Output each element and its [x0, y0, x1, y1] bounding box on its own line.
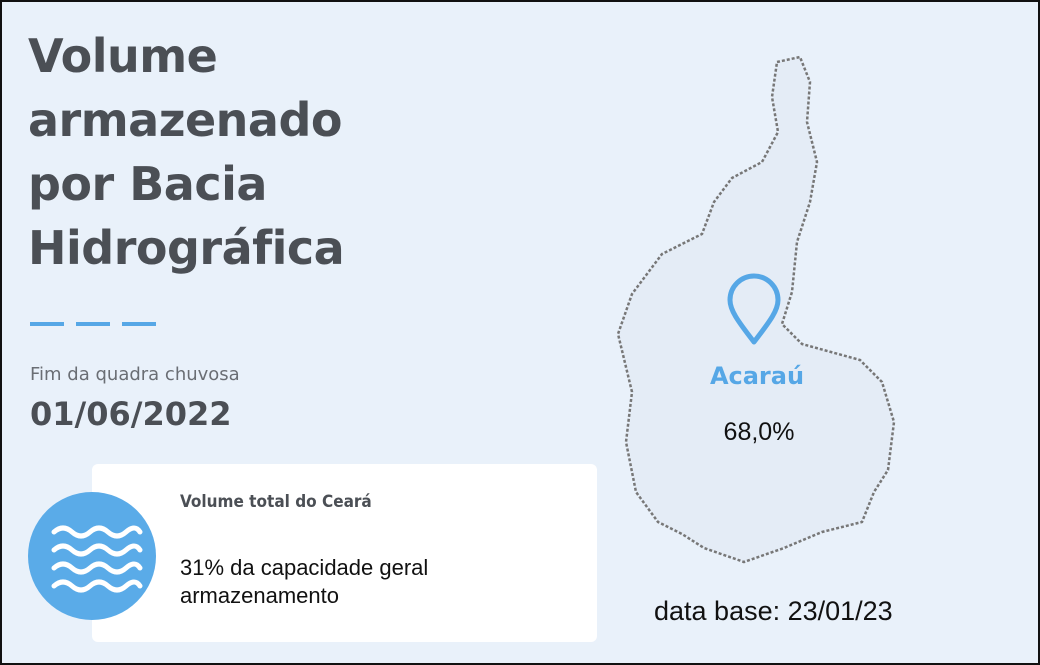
subtitle: Fim da quadra chuvosa	[30, 364, 240, 385]
region-label: Acaraú	[709, 362, 805, 390]
date: 01/06/2022	[30, 395, 232, 433]
title-line: Hidrográfica	[28, 221, 345, 275]
title-line: Volume	[28, 29, 218, 83]
title: Volume armazenado por Bacia Hidrográfica	[28, 24, 345, 280]
title-line: armazenado	[28, 93, 343, 147]
base-date: data base: 23/01/23	[654, 596, 893, 626]
card-title: Volume total do Ceará	[180, 492, 372, 512]
water-icon	[28, 492, 156, 620]
summary-card: Volume total do Ceará 31% da capacidade …	[92, 464, 597, 642]
card-text-line: 31% da capacidade geral	[180, 555, 429, 580]
card-text: 31% da capacidade geral armazenamento	[180, 554, 428, 610]
region-value: 68,0%	[723, 418, 795, 446]
divider	[30, 322, 156, 326]
title-line: por Bacia	[28, 157, 267, 211]
card-text-line: armazenamento	[180, 583, 339, 608]
